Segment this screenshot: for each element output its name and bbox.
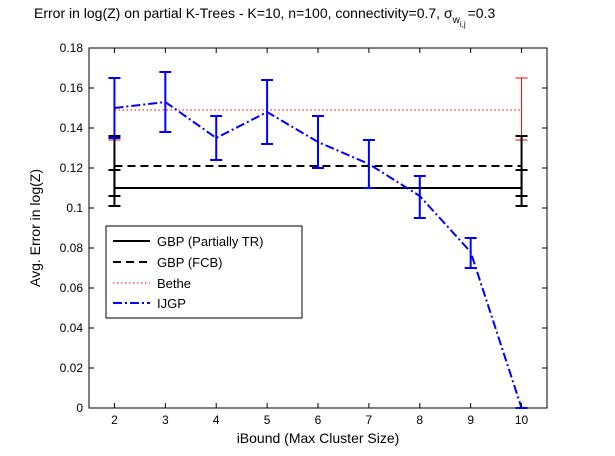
chart-title: Error in log(Z) on partial K-Trees - K=1… (34, 5, 495, 29)
y-tick-label: 0.02 (60, 361, 84, 375)
legend-label-bethe: Bethe (157, 276, 191, 291)
chart-marks (108, 71, 528, 409)
x-tick-label: 9 (467, 413, 474, 427)
chart-title-sub-w: w (452, 15, 461, 26)
x-axis-label: iBound (Max Cluster Size) (237, 430, 400, 446)
y-axis-label: Avg. Error in log(Z) (27, 169, 43, 287)
chart-title-sub-ij: i,j (460, 20, 466, 29)
legend-label-ijgp: IJGP (157, 296, 186, 311)
x-tick-label: 3 (162, 413, 169, 427)
legend: GBP (Partially TR) GBP (FCB) Bethe IJGP (105, 225, 303, 319)
x-axis: 2 3 4 5 6 7 8 9 10 (111, 48, 529, 427)
y-tick-label: 0.1 (66, 201, 83, 215)
y-tick-label: 0.16 (60, 81, 84, 95)
x-tick-label: 6 (315, 413, 322, 427)
legend-label-gbp-fcb: GBP (FCB) (157, 255, 223, 270)
x-tick-label: 8 (416, 413, 423, 427)
y-tick-label: 0.08 (60, 241, 84, 255)
legend-label-gbp-partially-tr: GBP (Partially TR) (157, 234, 263, 249)
x-tick-label: 5 (264, 413, 271, 427)
y-tick-label: 0.06 (60, 281, 84, 295)
x-tick-label: 10 (515, 413, 529, 427)
chart-title-main: Error in log(Z) on partial K-Trees - K=1… (34, 5, 453, 21)
x-tick-label: 7 (366, 413, 373, 427)
chart-title-tail: =0.3 (468, 5, 496, 21)
y-tick-label: 0.18 (60, 41, 84, 55)
y-tick-label: 0 (76, 401, 83, 415)
y-tick-label: 0.04 (60, 321, 84, 335)
x-tick-label: 2 (111, 413, 118, 427)
x-tick-label: 4 (213, 413, 220, 427)
y-axis: 0 0.02 0.04 0.06 0.08 0.1 0.12 0.14 0.16 0.18 (60, 41, 547, 415)
y-tick-label: 0.12 (60, 161, 84, 175)
y-tick-label: 0.14 (60, 121, 84, 135)
